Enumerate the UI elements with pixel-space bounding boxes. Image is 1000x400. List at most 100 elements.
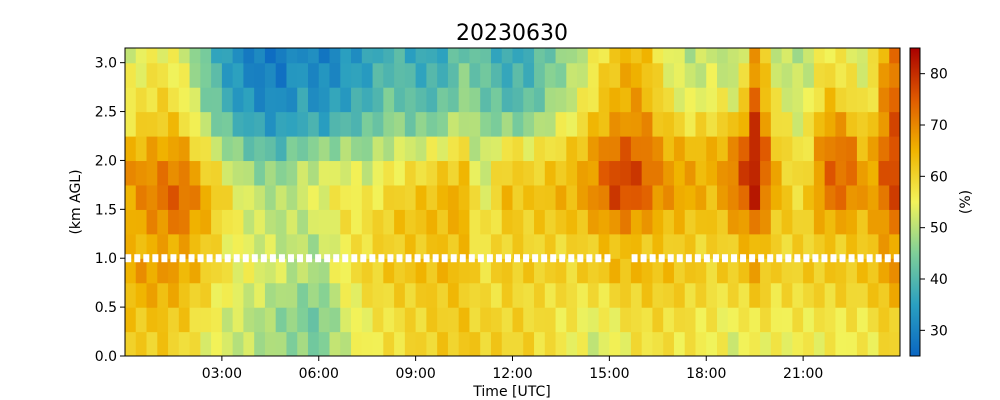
- heatmap-cell: [232, 209, 244, 235]
- heatmap-cell: [458, 282, 471, 308]
- heatmap-cell: [286, 331, 298, 356]
- heatmap-cell: [211, 331, 223, 356]
- heatmap-cell: [404, 282, 417, 308]
- heatmap-cell: [221, 233, 234, 259]
- heatmap-cell: [856, 258, 869, 284]
- heatmap-cell: [663, 62, 675, 88]
- heatmap-cell: [383, 111, 395, 137]
- level-marker: [197, 254, 204, 263]
- heatmap-cell: [824, 331, 837, 356]
- heatmap-cell: [125, 160, 137, 186]
- heatmap-cell: [318, 331, 331, 356]
- heatmap-cell: [792, 111, 804, 137]
- heatmap-cell: [501, 62, 514, 88]
- heatmap-cell: [856, 209, 869, 235]
- heatmap-cell: [867, 233, 880, 259]
- heatmap-cell: [307, 331, 320, 356]
- heatmap-cell: [211, 62, 223, 88]
- heatmap-cell: [168, 307, 180, 333]
- heatmap-cell: [200, 282, 212, 308]
- level-marker: [758, 254, 765, 263]
- colorbar: [909, 47, 921, 357]
- heatmap-cell: [372, 184, 384, 210]
- heatmap-cell: [652, 136, 664, 162]
- heatmap-cell: [609, 160, 621, 186]
- heatmap-cell: [813, 160, 826, 186]
- heatmap-cell: [458, 233, 471, 259]
- level-marker: [495, 254, 502, 263]
- heatmap-cell: [835, 136, 847, 162]
- heatmap-cell: [738, 209, 750, 235]
- heatmap-cell: [598, 48, 610, 64]
- heatmap-cell: [641, 48, 654, 64]
- heatmap-cell: [749, 62, 761, 88]
- heatmap-cell: [189, 48, 201, 64]
- heatmap-cell: [878, 111, 890, 137]
- heatmap-cell: [351, 62, 363, 88]
- heatmap-cell: [286, 258, 298, 284]
- heatmap-cell: [297, 209, 309, 235]
- heatmap-cell: [620, 87, 632, 113]
- heatmap-cell: [803, 233, 815, 259]
- heatmap-cell: [383, 258, 395, 284]
- level-marker: [188, 254, 195, 263]
- level-marker: [351, 254, 358, 263]
- heatmap-cell: [598, 136, 610, 162]
- level-marker: [721, 254, 728, 263]
- heatmap-cell: [673, 209, 686, 235]
- heatmap-cell: [200, 62, 212, 88]
- heatmap-cell: [577, 258, 589, 284]
- heatmap-cell: [684, 282, 697, 308]
- heatmap-cell: [415, 160, 427, 186]
- heatmap-cell: [469, 111, 481, 137]
- heatmap-cell: [813, 258, 826, 284]
- heatmap-cell: [577, 48, 589, 64]
- heatmap-cell: [243, 258, 255, 284]
- heatmap-cell: [157, 184, 169, 210]
- heatmap-cell: [125, 307, 137, 333]
- heatmap-cell: [178, 331, 191, 356]
- heatmap-cell: [717, 307, 729, 333]
- heatmap-cell: [125, 233, 137, 259]
- heatmap-cell: [824, 111, 837, 137]
- heatmap-cell: [189, 160, 201, 186]
- heatmap-cell: [254, 184, 266, 210]
- heatmap-cell: [211, 136, 223, 162]
- heatmap-cell: [587, 136, 600, 162]
- heatmap-cell: [867, 48, 880, 64]
- heatmap-cell: [501, 331, 514, 356]
- heatmap-cell: [609, 48, 621, 64]
- heatmap-cell: [264, 184, 277, 210]
- heatmap-cell: [889, 136, 900, 162]
- heatmap-cell: [211, 282, 223, 308]
- heatmap-cell: [501, 184, 514, 210]
- heatmap-cell: [566, 160, 578, 186]
- heatmap-cell: [620, 331, 632, 356]
- heatmap-cell: [598, 87, 610, 113]
- heatmap-cell: [275, 111, 288, 137]
- heatmap-cell: [318, 87, 331, 113]
- heatmap-cell: [566, 307, 578, 333]
- heatmap-cell: [587, 160, 600, 186]
- heatmap-cell: [706, 282, 718, 308]
- heatmap-cell: [318, 111, 331, 137]
- heatmap-cell: [286, 160, 298, 186]
- y-axis-label: (km AGL): [68, 169, 84, 234]
- heatmap-cell: [437, 233, 449, 259]
- heatmap-cell: [297, 331, 309, 356]
- heatmap-cell: [125, 62, 137, 88]
- heatmap-cell: [803, 331, 815, 356]
- heatmap-cell: [318, 282, 331, 308]
- heatmap-cell: [275, 87, 288, 113]
- level-marker: [333, 254, 340, 263]
- heatmap-cell: [264, 48, 277, 64]
- heatmap-cell: [372, 87, 384, 113]
- heatmap-cell: [307, 87, 320, 113]
- heatmap-cell: [243, 233, 255, 259]
- level-marker: [604, 254, 611, 263]
- heatmap-cell: [856, 184, 869, 210]
- heatmap-cell: [835, 331, 847, 356]
- heatmap-cell: [447, 331, 460, 356]
- heatmap-cell: [394, 184, 406, 210]
- heatmap-cell: [501, 160, 514, 186]
